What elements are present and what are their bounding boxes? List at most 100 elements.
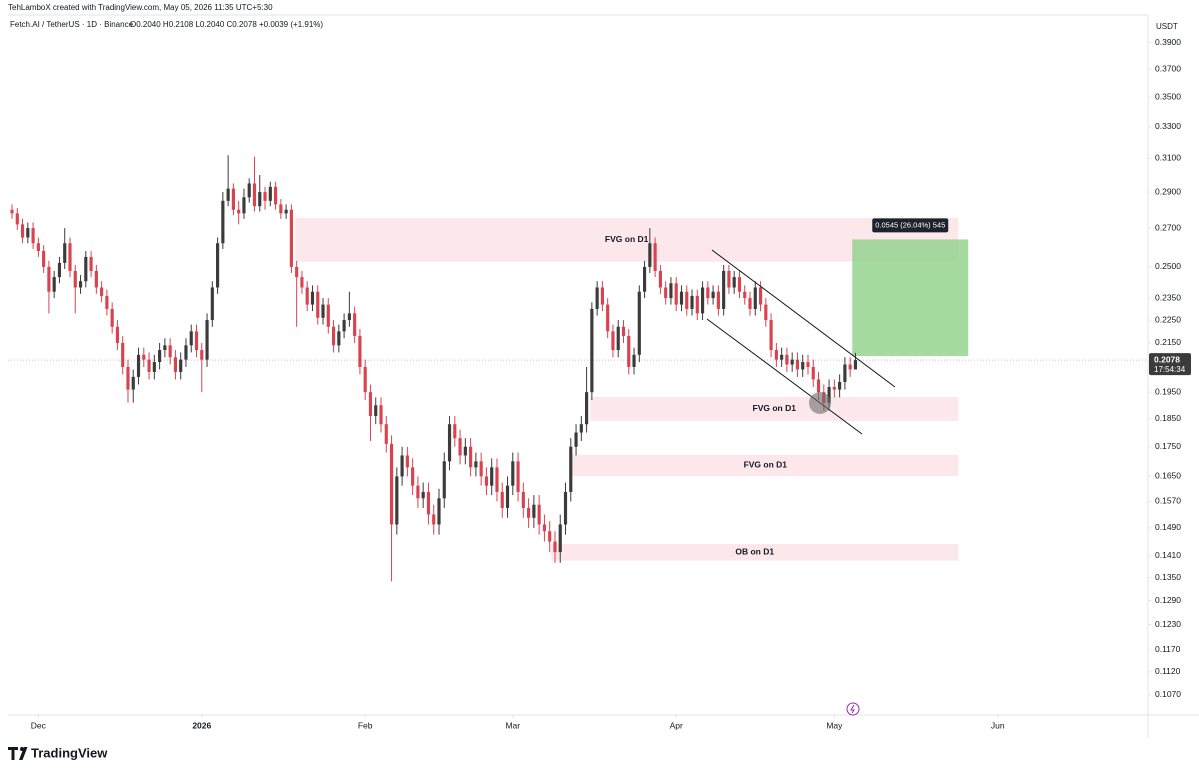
candle-body [115,326,120,343]
candle-body [737,277,742,292]
y-tick-label: 0.1490 [1155,522,1181,532]
candle-body [179,359,183,372]
last-price: 0.2078 [1154,354,1180,364]
candle-body [337,331,341,346]
logo-dot [20,747,24,751]
candle-body [600,287,604,305]
target-label: 0.0545 (26.04%) 545 [875,220,945,229]
candle-body [827,387,831,403]
candle-body [748,298,752,309]
candle-body [26,228,30,238]
candle-body [669,283,673,299]
event-icon[interactable] [846,702,860,716]
logo-mark [8,747,28,760]
channel-upper [711,249,896,388]
candle-body [279,204,283,214]
candle-body [500,491,504,508]
candle-body [152,362,156,372]
x-tick-label: May [826,720,843,730]
candle-body [389,443,394,525]
candle-body [94,270,98,288]
candle-body [363,366,367,393]
candle-body [432,514,436,525]
candle-body [20,224,25,238]
candle-body [442,461,446,499]
y-tick-label: 0.1170 [1155,644,1181,654]
y-tick-label: 0.3300 [1155,121,1181,131]
y-tick-label: 0.2350 [1155,292,1181,302]
candle-body [532,504,536,518]
y-tick-label: 0.1290 [1155,595,1181,605]
candle-body [774,350,778,360]
target-box [852,239,969,357]
candle-body [384,424,388,444]
candle-body [411,467,415,486]
candle-body [479,461,483,477]
highlight-circle [809,392,831,414]
candle-body [126,366,130,390]
y-tick-label: 0.3700 [1155,63,1181,73]
candle-body [627,335,631,367]
candle-body [147,359,151,372]
candle-body [801,362,805,370]
candle-body [674,283,678,305]
ohlc: O0.2040 H0.2108 L0.2040 C0.2078 +0.0039 … [130,20,323,29]
candle-body [242,197,246,214]
logo: TradingView [8,745,108,760]
candle-body [78,281,83,288]
candle-body [121,342,125,367]
candle-body [505,485,510,508]
candle-body [553,541,557,553]
candle-body [200,350,204,360]
candle-body [569,446,573,492]
candle-body [558,524,562,553]
candle-body [848,364,852,370]
candle-body [537,504,541,525]
y-tick-label: 0.1950 [1155,386,1181,396]
zone-label: OB on D1 [735,547,774,557]
countdown: 17:54:34 [1154,365,1186,374]
candle-body [184,345,188,360]
x-tick-label: Dec [31,720,47,730]
candle-body [300,277,304,288]
zone [590,396,959,421]
y-tick-label: 0.1750 [1155,441,1181,451]
candle-body [36,243,40,252]
zone-label: FVG on D1 [605,234,649,244]
candle-body [695,295,699,314]
x-tick-label: 2026 [192,720,211,730]
candle-body [52,277,56,292]
candle-body [273,186,278,205]
y-tick-label: 0.3900 [1155,37,1181,47]
candle-body [284,209,288,214]
candle-body [421,491,425,499]
candle-body [405,455,409,468]
candle-body [632,354,636,367]
candle-body [832,387,836,390]
candle-body [811,366,815,380]
candle-body [611,331,615,351]
candle-body [226,188,230,201]
candle-body [585,392,589,425]
candle-body [189,331,193,346]
candle-body [47,266,51,292]
candle-body [163,345,167,351]
credit: TehLamboX created with TradingView.com, … [8,3,273,12]
y-tick-label: 0.2700 [1155,222,1181,232]
candle-body [469,446,473,468]
y-tick-label: 0.1230 [1155,619,1181,629]
candle-body [621,326,626,336]
candle-body [690,295,694,309]
candle-body [331,326,336,346]
candle-body [263,192,267,201]
candle-body [136,354,141,377]
x-tick-label: Mar [505,720,520,730]
candle-body [780,354,784,360]
candle-body [453,424,457,439]
y-tick-label: 0.2250 [1155,314,1181,324]
candle-body [716,291,720,309]
y-tick-label: 0.1070 [1155,689,1181,699]
candle-body [853,360,858,370]
candle-body [158,350,162,363]
